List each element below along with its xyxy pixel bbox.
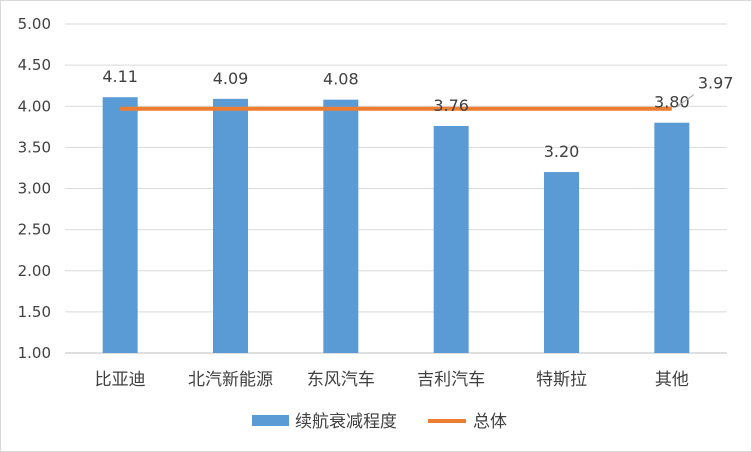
x-category-label: 北汽新能源 <box>188 370 273 390</box>
x-category-label: 其他 <box>655 370 689 390</box>
line-label-leader <box>676 94 695 108</box>
x-axis-categories: 比亚迪 北汽新能源 东风汽车 吉利汽车 特斯拉 其他 <box>95 370 689 390</box>
legend-line-label: 总体 <box>473 412 507 432</box>
gridlines <box>65 23 727 354</box>
bar <box>102 97 138 353</box>
bar <box>323 99 359 353</box>
bar-data-label: 4.09 <box>213 69 249 88</box>
bar-data-label: 3.80 <box>654 93 690 112</box>
y-axis-ticks: 1.00 1.50 2.00 2.50 3.00 3.50 4.00 4.50 5.00 <box>18 15 51 362</box>
y-tick-label: 1.00 <box>18 344 51 362</box>
bar-data-label: 3.76 <box>433 96 469 115</box>
legend: 续航衰减程度 总体 <box>252 412 507 432</box>
y-tick-label: 2.50 <box>18 221 51 239</box>
y-tick-label: 3.00 <box>18 180 51 198</box>
y-tick-label: 1.50 <box>18 303 51 321</box>
legend-bar-swatch <box>252 415 289 426</box>
x-category-label: 特斯拉 <box>536 370 587 390</box>
bar-data-label: 4.08 <box>323 70 359 89</box>
x-category-label: 东风汽车 <box>307 370 375 390</box>
bar <box>654 122 690 353</box>
y-tick-label: 4.00 <box>18 97 51 115</box>
bar-data-label: 4.11 <box>102 67 138 86</box>
x-category-label: 吉利汽车 <box>417 370 485 390</box>
y-tick-label: 4.50 <box>18 56 51 74</box>
x-category-label: 比亚迪 <box>95 370 146 390</box>
bar-data-label: 3.20 <box>544 142 580 161</box>
y-tick-label: 5.00 <box>18 15 51 33</box>
data-labels: 4.11 4.09 4.08 3.76 3.20 3.80 3.97 <box>102 67 733 161</box>
y-tick-label: 3.50 <box>18 138 51 156</box>
legend-bar-label: 续航衰减程度 <box>295 412 397 432</box>
bar-series <box>102 97 690 354</box>
bar <box>433 125 469 354</box>
bar <box>213 98 248 353</box>
bar <box>544 172 579 353</box>
y-tick-label: 2.00 <box>18 262 51 280</box>
line-data-label: 3.97 <box>698 74 734 93</box>
